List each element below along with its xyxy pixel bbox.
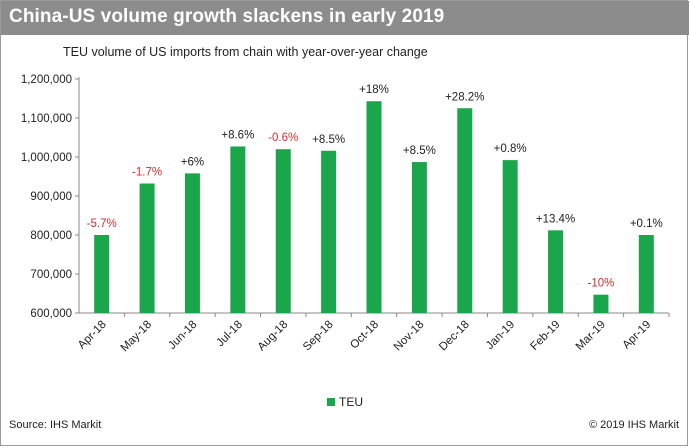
x-tick-label: Feb-19 — [528, 319, 562, 353]
x-tick-label: Mar-19 — [574, 319, 608, 353]
x-tick-label: Apr-19 — [621, 319, 654, 352]
bar — [230, 146, 246, 313]
bar — [184, 173, 200, 313]
y-tick-label: 900,000 — [30, 191, 72, 203]
data-label: +8.5% — [312, 134, 345, 146]
y-tick-label: 800,000 — [30, 230, 72, 242]
bar — [411, 162, 427, 313]
data-label: +0.8% — [494, 143, 527, 155]
data-label: +6% — [181, 156, 204, 168]
x-tick-label: Apr-18 — [76, 319, 109, 352]
x-tick-label: Sep-18 — [301, 319, 336, 354]
y-tick-label: 1,100,000 — [21, 113, 72, 125]
bar — [321, 150, 337, 313]
y-tick-label: 1,000,000 — [21, 152, 72, 164]
x-tick-label: Nov-18 — [392, 319, 427, 354]
bar — [94, 235, 110, 313]
data-label: +0.1% — [630, 218, 663, 230]
data-label: -5.7% — [87, 218, 117, 230]
copyright-note: © 2019 IHS Markit — [588, 419, 679, 431]
y-tick-label: 1,200,000 — [21, 74, 72, 86]
x-tick-label: Dec-18 — [437, 319, 472, 354]
legend-label: TEU — [339, 395, 363, 409]
bar — [275, 149, 291, 313]
chart-title: China-US volume growth slackens in early… — [9, 6, 445, 27]
y-tick-label: 600,000 — [30, 308, 72, 320]
x-tick-label: Jun-18 — [166, 319, 199, 352]
bar — [457, 108, 473, 313]
x-tick-label: Oct-18 — [348, 319, 381, 352]
data-label: -10% — [587, 278, 614, 290]
x-tick-label: May-18 — [119, 319, 155, 355]
data-label: -0.6% — [268, 132, 298, 144]
bar — [638, 235, 654, 313]
x-tick-label: Jan-19 — [484, 319, 517, 352]
y-tick-label: 700,000 — [30, 269, 72, 281]
data-label: +28.2% — [445, 91, 484, 103]
bar — [502, 160, 518, 313]
bar — [139, 183, 155, 313]
bar — [593, 294, 609, 313]
data-label: +13.4% — [536, 213, 575, 225]
legend-swatch — [327, 398, 335, 406]
source-note: Source: IHS Markit — [9, 419, 102, 431]
x-tick-label: Aug-18 — [256, 319, 291, 354]
bar — [548, 230, 564, 313]
data-label: +8.6% — [221, 129, 254, 141]
x-tick-label: Jul-18 — [214, 319, 245, 350]
bar — [366, 101, 382, 313]
data-label: +18% — [359, 84, 389, 96]
header-bar: China-US volume growth slackens in early… — [1, 1, 689, 35]
data-label: -1.7% — [132, 167, 162, 179]
chart-subtitle: TEU volume of US imports from chain with… — [63, 45, 428, 59]
data-label: +8.5% — [403, 145, 436, 157]
